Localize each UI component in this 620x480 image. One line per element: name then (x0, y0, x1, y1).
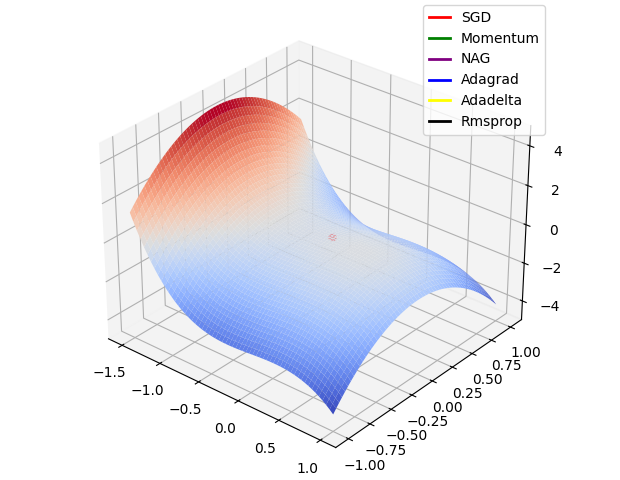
Legend: SGD, Momentum, NAG, Adagrad, Adadelta, Rmsprop: SGD, Momentum, NAG, Adagrad, Adadelta, R… (423, 5, 545, 135)
